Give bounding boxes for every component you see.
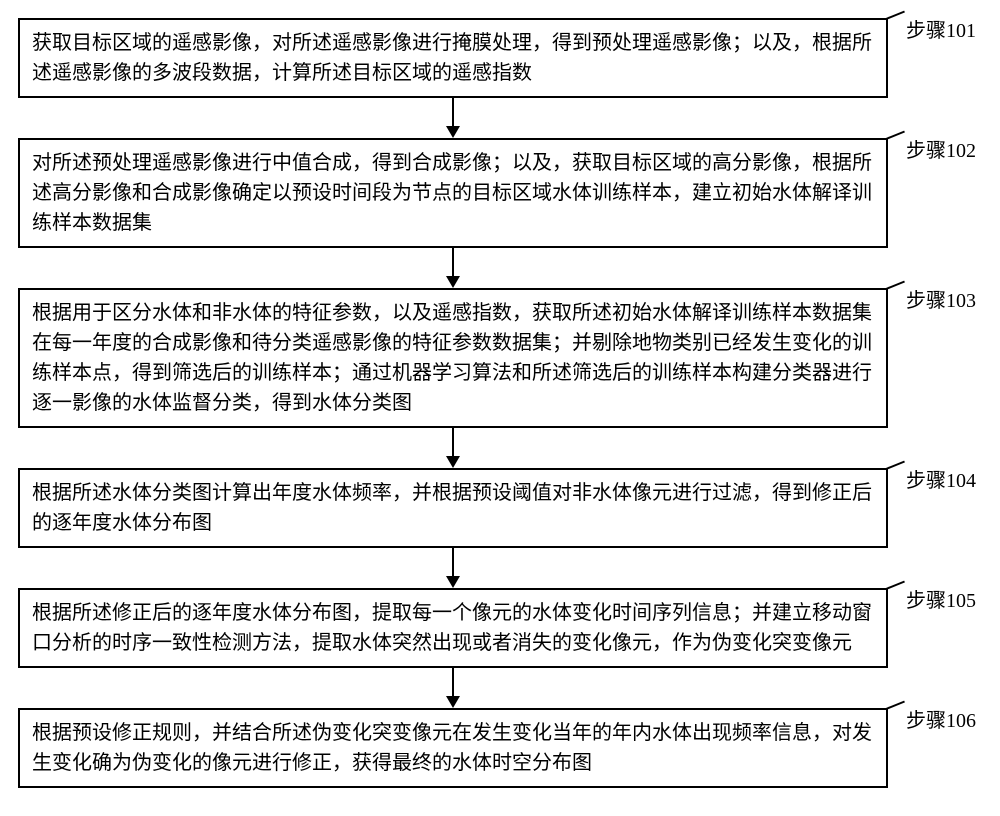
label-connector	[886, 281, 905, 290]
arrow-head	[446, 696, 460, 708]
step-label: 步骤106	[906, 704, 976, 733]
arrow-line	[452, 668, 454, 696]
arrow-line	[452, 548, 454, 576]
step-box: 根据预设修正规则，并结合所述伪变化突变像元在发生变化当年的年内水体出现频率信息，…	[18, 708, 888, 788]
arrow-line	[452, 98, 454, 126]
label-connector	[886, 581, 905, 590]
step-label: 步骤101	[906, 14, 976, 43]
label-connector	[886, 131, 905, 140]
step-label: 步骤104	[906, 464, 976, 493]
arrow-head	[446, 576, 460, 588]
label-connector	[886, 461, 905, 470]
step-row: 根据预设修正规则，并结合所述伪变化突变像元在发生变化当年的年内水体出现频率信息，…	[18, 708, 982, 788]
step-label: 步骤102	[906, 134, 976, 163]
step-box: 获取目标区域的遥感影像，对所述遥感影像进行掩膜处理，得到预处理遥感影像；以及，根…	[18, 18, 888, 98]
step-box: 对所述预处理遥感影像进行中值合成，得到合成影像；以及，获取目标区域的高分影像，根…	[18, 138, 888, 248]
step-row: 获取目标区域的遥感影像，对所述遥感影像进行掩膜处理，得到预处理遥感影像；以及，根…	[18, 18, 982, 98]
flow-arrow	[18, 98, 888, 138]
step-box: 根据所述水体分类图计算出年度水体频率，并根据预设阈值对非水体像元进行过滤，得到修…	[18, 468, 888, 548]
step-label: 步骤103	[906, 284, 976, 313]
arrow-head	[446, 276, 460, 288]
flow-arrow	[18, 548, 888, 588]
label-connector	[886, 11, 905, 20]
arrow-head	[446, 456, 460, 468]
step-box: 根据用于区分水体和非水体的特征参数，以及遥感指数，获取所述初始水体解译训练样本数…	[18, 288, 888, 428]
flow-arrow	[18, 428, 888, 468]
arrow-head	[446, 126, 460, 138]
arrow-line	[452, 248, 454, 276]
arrow-line	[452, 428, 454, 456]
step-row: 根据所述修正后的逐年度水体分布图，提取每一个像元的水体变化时间序列信息；并建立移…	[18, 588, 982, 668]
step-row: 根据用于区分水体和非水体的特征参数，以及遥感指数，获取所述初始水体解译训练样本数…	[18, 288, 982, 428]
step-row: 根据所述水体分类图计算出年度水体频率，并根据预设阈值对非水体像元进行过滤，得到修…	[18, 468, 982, 548]
label-connector	[886, 701, 905, 710]
step-box: 根据所述修正后的逐年度水体分布图，提取每一个像元的水体变化时间序列信息；并建立移…	[18, 588, 888, 668]
flow-arrow	[18, 248, 888, 288]
step-label: 步骤105	[906, 584, 976, 613]
flow-arrow	[18, 668, 888, 708]
flowchart-container: 获取目标区域的遥感影像，对所述遥感影像进行掩膜处理，得到预处理遥感影像；以及，根…	[18, 18, 982, 788]
step-row: 对所述预处理遥感影像进行中值合成，得到合成影像；以及，获取目标区域的高分影像，根…	[18, 138, 982, 248]
